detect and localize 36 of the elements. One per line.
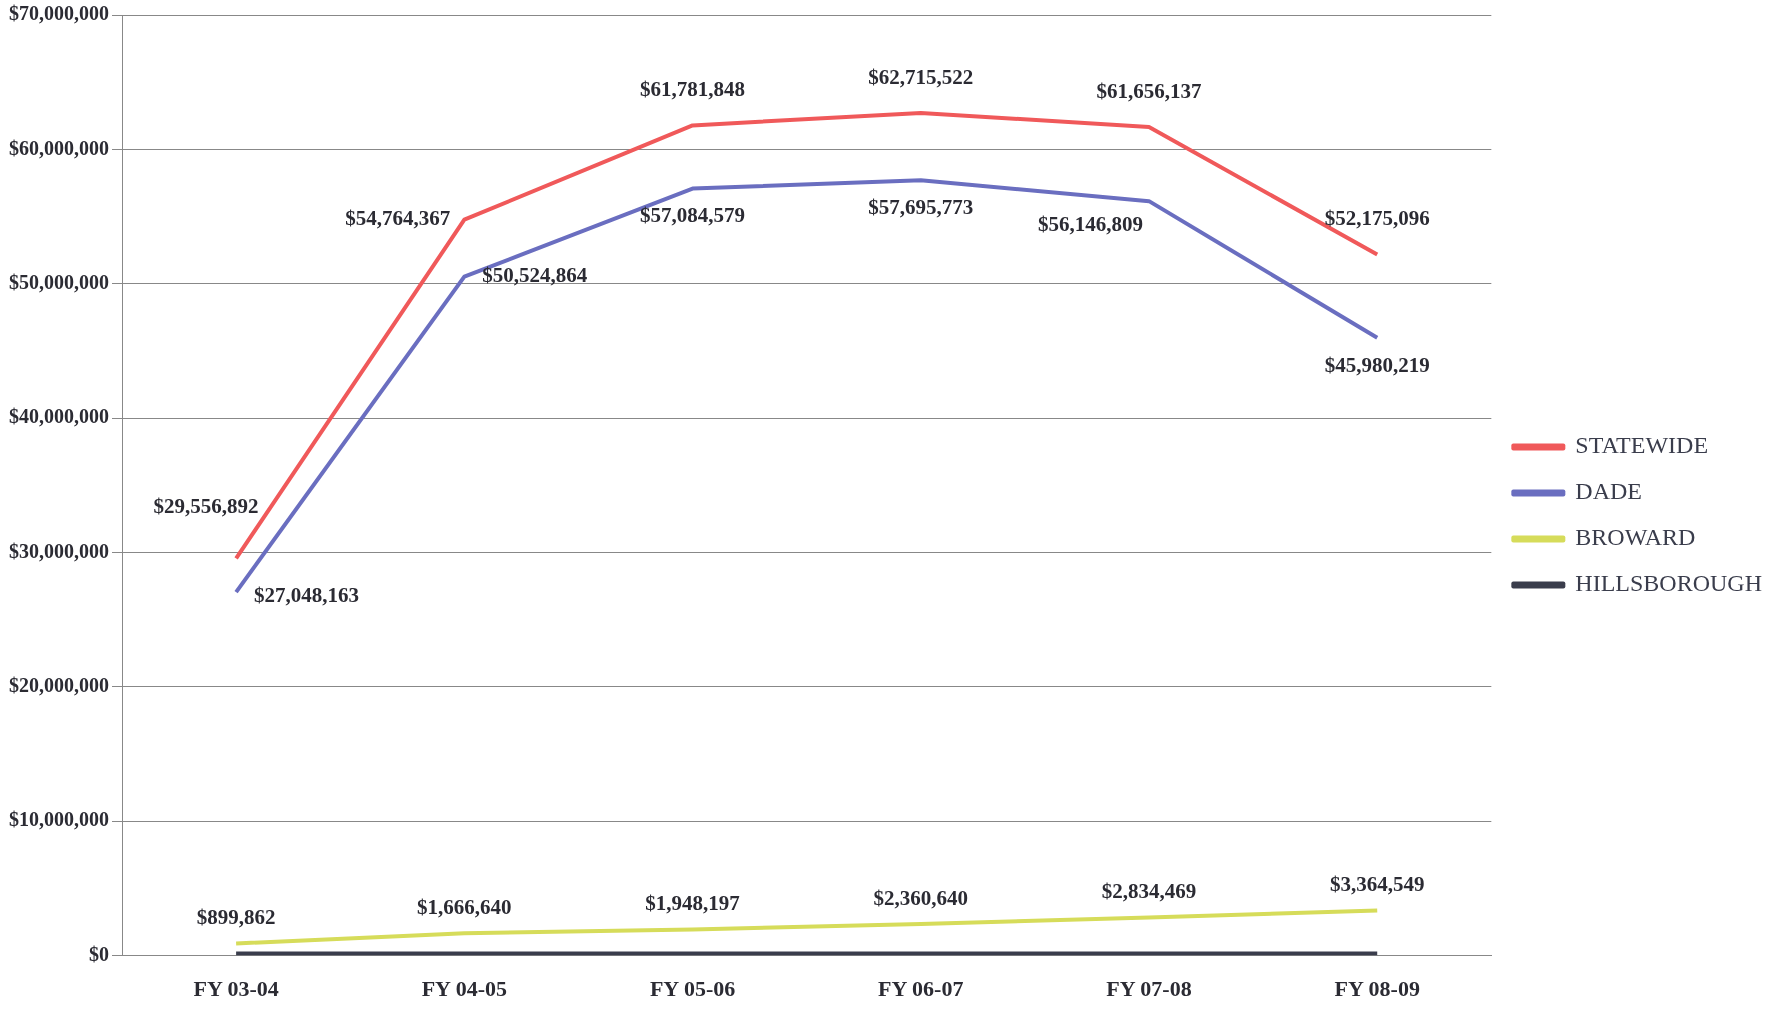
data-label: $57,695,773 [868,195,974,220]
data-label: $27,048,163 [254,582,360,607]
x-tick-label: FY 06-07 [878,976,964,1002]
data-label: $61,656,137 [1096,79,1202,104]
x-tick-label: FY 05-06 [649,976,736,1002]
y-tick-label: $70,000,000 [9,2,109,25]
legend-label: HILLSBOROUGH [1575,570,1762,597]
x-tick-label: FY 07-08 [1106,976,1192,1002]
x-tick-label: FY 03-04 [193,976,279,1002]
data-label: $2,834,469 [1101,879,1197,904]
y-tick-label: $0 [89,942,109,965]
data-label: $52,175,096 [1324,206,1430,231]
data-label: $62,715,522 [868,64,974,89]
data-label: $2,360,640 [873,885,969,910]
legend-label: DADE [1575,478,1642,505]
x-tick-label: FY 08-09 [1334,976,1420,1002]
data-label: $29,556,892 [153,494,259,519]
y-tick-label: $50,000,000 [9,270,109,293]
x-tick-label: FY 04-05 [421,976,507,1002]
data-label: $54,764,367 [345,206,451,231]
y-tick-label: $30,000,000 [9,539,109,562]
data-label: $1,666,640 [417,895,512,920]
legend-label: STATEWIDE [1575,432,1709,459]
legend-label: BROWARD [1575,524,1696,551]
data-label: $50,524,864 [482,263,588,288]
data-label: $61,781,848 [640,77,746,102]
data-label: $56,146,809 [1038,212,1143,237]
data-label: $57,084,579 [640,203,746,228]
data-label: $3,364,549 [1329,872,1425,897]
data-label: $45,980,219 [1324,352,1430,377]
data-label: $1,948,197 [645,891,740,916]
y-tick-label: $60,000,000 [9,136,109,159]
y-tick-label: $10,000,000 [9,808,109,831]
data-label: $899,862 [196,905,276,930]
y-tick-label: $40,000,000 [9,405,109,428]
y-tick-label: $20,000,000 [9,674,109,697]
